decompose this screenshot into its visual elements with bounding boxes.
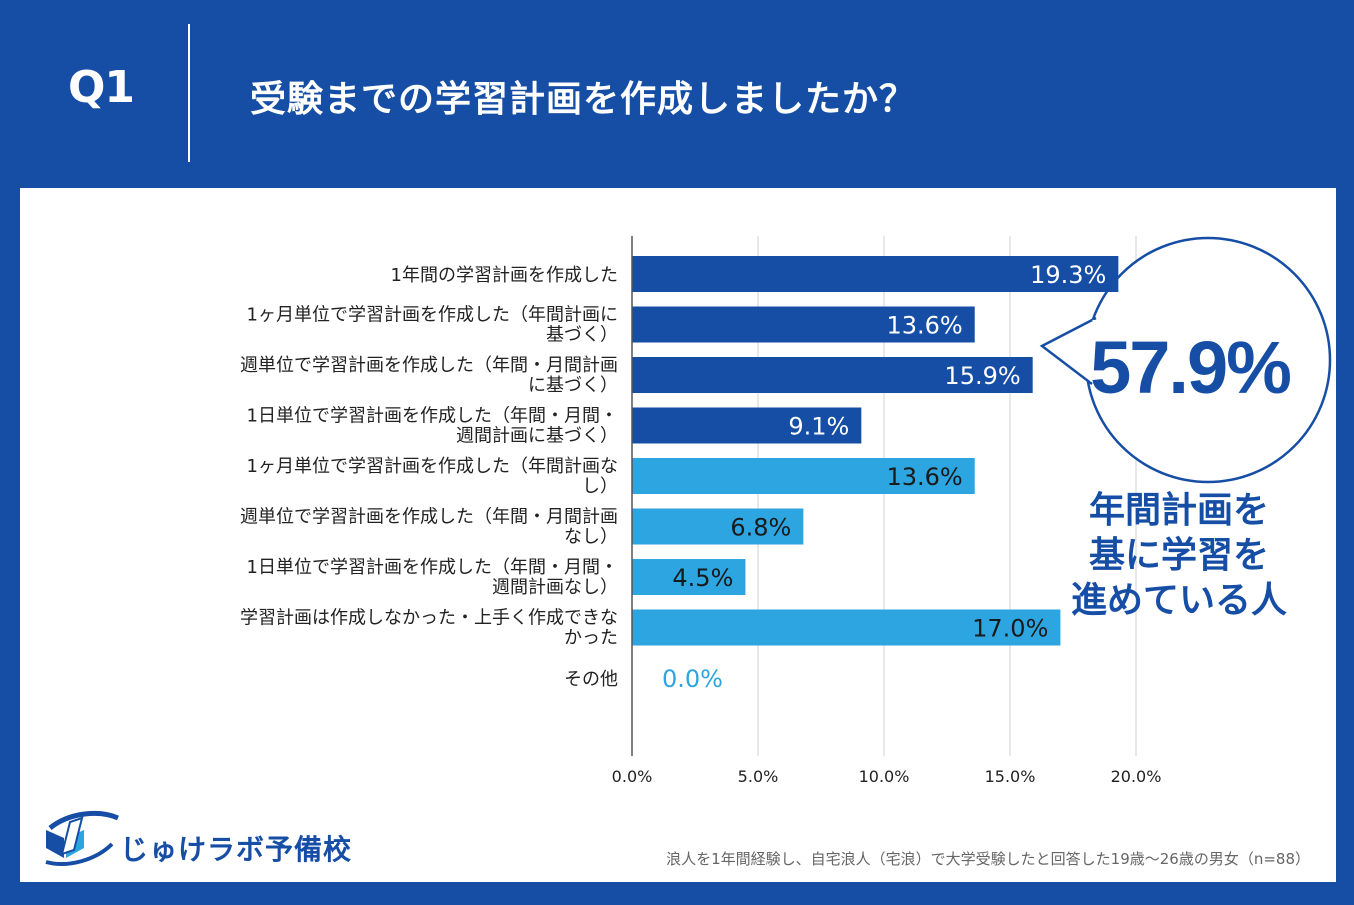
- callout-bubble: [1039, 236, 1332, 484]
- bar: [632, 357, 1033, 393]
- question-title: 受験までの学習計画を作成しましたか？: [250, 79, 917, 120]
- callout-number: 57.9%: [1090, 325, 1292, 410]
- bar: [632, 609, 1061, 646]
- category-label: その他: [564, 669, 618, 690]
- x-tick-label: 0.0%: [612, 767, 653, 786]
- category-label-line: 週間計画なし）: [492, 577, 618, 598]
- category-label-line: 1年間の学習計画を作成した: [391, 265, 618, 286]
- bar: [632, 407, 862, 444]
- category-label: 1ヶ月単位で学習計画を作成した（年間計画なし）: [247, 456, 618, 497]
- category-label: 1ヶ月単位で学習計画を作成した（年間計画に基づく）: [247, 305, 618, 346]
- category-label: 1日単位で学習計画を作成した（年間・月間・週間計画なし）: [247, 557, 618, 598]
- bar-value-label: 4.5%: [672, 564, 733, 592]
- category-label: 1年間の学習計画を作成した: [391, 265, 618, 286]
- question-number: Q1: [68, 62, 135, 113]
- x-tick-label: 10.0%: [859, 767, 910, 786]
- category-label-line: 1ヶ月単位で学習計画を作成した（年間計画に: [247, 305, 618, 326]
- bar-value-label: 0.0%: [662, 665, 723, 693]
- callout-line: 年間計画を: [1088, 490, 1269, 531]
- x-tick-label: 20.0%: [1111, 767, 1162, 786]
- category-label-line: その他: [564, 669, 618, 690]
- callout-line: 基に学習を: [1088, 535, 1269, 576]
- callout-text: 年間計画を 基に学習を 進めている人: [1064, 488, 1294, 623]
- category-label-line: 週単位で学習計画を作成した（年間・月間計画: [240, 355, 618, 376]
- header: Q1 受験までの学習計画を作成しましたか？: [0, 0, 1354, 188]
- bar-value-label: 17.0%: [972, 615, 1048, 643]
- category-label-line: なし）: [564, 527, 618, 548]
- callout-number-main: 57: [1090, 326, 1170, 409]
- logo-text: じゅけラボ予備校: [120, 833, 353, 866]
- callout-number-small: .9%: [1168, 326, 1292, 409]
- bar: [632, 458, 975, 494]
- bar: [632, 256, 1119, 292]
- category-label-line: 1日単位で学習計画を作成した（年間・月間・: [247, 406, 618, 427]
- category-label-line: 週間計画に基づく）: [456, 426, 618, 447]
- category-label: 学習計画は作成しなかった・上手く作成できなかった: [240, 608, 618, 649]
- bar-value-label: 6.8%: [730, 514, 791, 542]
- category-label-line: かった: [564, 628, 618, 649]
- category-label-line: し）: [582, 476, 618, 497]
- x-tick-label: 15.0%: [985, 767, 1036, 786]
- bar-value-label: 9.1%: [788, 413, 849, 441]
- category-label: 1日単位で学習計画を作成した（年間・月間・週間計画に基づく）: [247, 406, 618, 447]
- bars: 19.3% 13.6% 15.9% 9.1% 13.6% 6.8% 4.5% 17.0% 0.0…: [632, 256, 1119, 693]
- book-swoosh-icon: [45, 810, 120, 866]
- category-label-line: に基づく）: [528, 375, 618, 396]
- category-label: 週単位で学習計画を作成した（年間・月間計画なし）: [240, 507, 618, 548]
- bar-value-label: 19.3%: [1030, 261, 1106, 289]
- header-divider: [188, 24, 190, 162]
- category-label-line: 学習計画は作成しなかった・上手く作成できな: [240, 608, 618, 629]
- category-label-line: 1ヶ月単位で学習計画を作成した（年間計画な: [247, 456, 618, 477]
- bar-value-label: 15.9%: [944, 362, 1020, 390]
- callout-pointer: [1039, 316, 1097, 385]
- category-label-line: 1日単位で学習計画を作成した（年間・月間・: [247, 557, 618, 578]
- footnote: 浪人を1年間経験し、自宅浪人（宅浪）で大学受験したと回答した19歳～26歳の男女…: [666, 850, 1310, 868]
- bar: [632, 508, 804, 545]
- bar-value-label: 13.6%: [886, 463, 962, 491]
- category-labels: 1年間の学習計画を作成した 1ヶ月単位で学習計画を作成した（年間計画に基づく） 週単…: [240, 265, 618, 690]
- bar: [632, 306, 975, 343]
- category-label: 週単位で学習計画を作成した（年間・月間計画に基づく）: [240, 355, 618, 396]
- category-label-line: 基づく）: [546, 325, 618, 346]
- bar-value-label: 13.6%: [886, 312, 962, 340]
- callout-pointer-mask: [1090, 319, 1098, 383]
- callout-line: 進めている人: [1070, 580, 1287, 621]
- category-label-line: 週単位で学習計画を作成した（年間・月間計画: [240, 507, 618, 528]
- x-tick-label: 5.0%: [738, 767, 779, 786]
- bar: [632, 559, 746, 595]
- x-tick-labels: 0.0% 5.0% 10.0% 15.0% 20.0%: [612, 767, 1162, 786]
